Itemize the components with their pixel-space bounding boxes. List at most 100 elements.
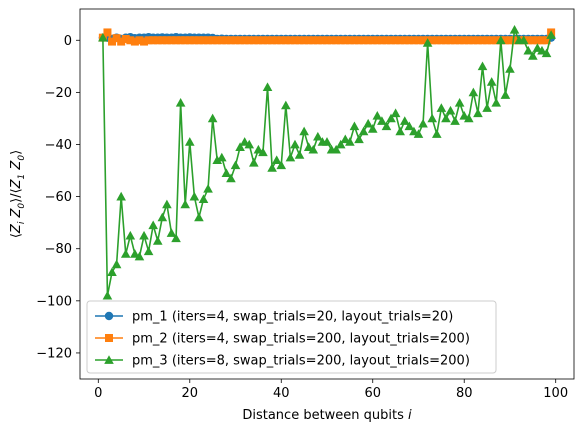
series-2-point	[377, 36, 386, 45]
series-2-point	[140, 37, 149, 46]
series-2-point	[167, 36, 176, 45]
legend-marker	[104, 311, 114, 321]
series-3-point	[454, 98, 465, 107]
x-tick-label: 0	[94, 386, 102, 401]
series-2-point	[295, 36, 304, 45]
series-2-point	[537, 36, 546, 45]
series-2-point	[158, 36, 167, 45]
series-2-point	[268, 36, 277, 45]
series-2-point	[327, 36, 336, 45]
series-3-point	[541, 48, 552, 58]
series-3-point	[436, 103, 447, 112]
series-3-point	[258, 147, 268, 157]
series-3-point	[427, 113, 438, 123]
series-2-point	[176, 36, 185, 45]
series-2-point	[286, 36, 295, 45]
series-2-point	[400, 36, 409, 45]
series-3-point	[418, 118, 428, 128]
series-2-point	[290, 36, 299, 45]
series-3-point	[276, 160, 287, 170]
series-3-point	[285, 152, 296, 162]
x-axis-title: Distance between qubits i	[242, 408, 412, 423]
series-3-point	[98, 32, 108, 42]
series-3-point	[262, 82, 273, 92]
series-2-point	[428, 36, 437, 45]
legend-entry-1: pm_1 (iters=4, swap_trials=20, layout_tr…	[95, 310, 453, 325]
series-3-point	[194, 212, 204, 222]
series-3-point	[212, 155, 223, 164]
series-2-point	[528, 36, 537, 45]
legend-label: pm_1 (iters=4, swap_trials=20, layout_tr…	[132, 310, 453, 325]
series-3-point	[399, 116, 410, 125]
series-2-point	[505, 36, 514, 45]
x-tick-label: 60	[364, 386, 381, 401]
series-3-point	[143, 246, 154, 256]
series-3-point	[491, 98, 502, 107]
series-2-point	[213, 36, 222, 45]
series-2-point	[144, 36, 153, 45]
x-tick-label: 20	[182, 386, 199, 401]
series-2-point	[345, 36, 354, 45]
series-3-point	[157, 212, 168, 222]
series-2-point	[236, 36, 245, 45]
series-2-point	[304, 36, 313, 45]
series-3-point	[107, 267, 117, 277]
series-3-point	[271, 155, 282, 164]
series-3-point	[477, 61, 488, 71]
series-3-point	[445, 105, 456, 115]
series-2-point	[162, 36, 171, 45]
y-tick-label: −60	[45, 190, 72, 205]
series-2-point	[391, 36, 400, 45]
series-3-point	[203, 183, 213, 193]
series-2-point	[487, 36, 496, 45]
series-3-point	[500, 90, 511, 99]
x-tick-label: 100	[543, 386, 568, 401]
series-2-point	[181, 36, 190, 45]
series-3	[98, 25, 556, 300]
series-2-point	[103, 28, 112, 37]
series-2-point	[245, 36, 254, 45]
y-tick-label: −40	[45, 138, 72, 153]
series-3-point	[308, 144, 319, 154]
series-3-point	[463, 113, 474, 123]
series-3-point	[523, 45, 534, 55]
series-3-point	[102, 290, 113, 300]
series-3-point	[139, 230, 149, 240]
series-2-point	[309, 36, 318, 45]
series-2-point	[469, 36, 478, 45]
series-3-point	[459, 111, 470, 120]
legend-label: pm_3 (iters=8, swap_trials=200, layout_t…	[132, 354, 470, 369]
series-3-point	[486, 77, 497, 86]
legend-entry-3: pm_3 (iters=8, swap_trials=200, layout_t…	[95, 354, 470, 369]
series-2-point	[254, 36, 263, 45]
series-2-point	[359, 36, 368, 45]
series-2-point	[510, 36, 519, 45]
series-3-point	[207, 113, 218, 123]
series-2-point	[419, 36, 428, 45]
series-3-point	[244, 139, 255, 149]
series-2-point	[194, 36, 203, 45]
series-3-point	[230, 160, 241, 170]
series-2-point	[414, 36, 423, 45]
series-3-point	[431, 129, 442, 138]
series-2-point	[222, 36, 231, 45]
series-2-point	[396, 36, 405, 45]
y-tick-label: 0	[64, 34, 72, 49]
series-3-point	[152, 236, 163, 245]
series-3-point	[171, 233, 181, 243]
legend-label: pm_2 (iters=4, swap_trials=200, layout_t…	[132, 332, 470, 347]
legend-entry-2: pm_2 (iters=4, swap_trials=200, layout_t…	[95, 332, 470, 347]
series-2-point	[204, 36, 213, 45]
series-2-point	[108, 37, 117, 46]
series-2-point	[387, 36, 396, 45]
series-3-point	[482, 103, 492, 112]
series-2-point	[455, 36, 464, 45]
series-3-point	[363, 118, 373, 128]
series-3-point	[299, 126, 309, 136]
series-3-point	[367, 124, 378, 133]
series-3-point	[111, 259, 122, 269]
series-2-point	[199, 36, 208, 45]
series-3-point	[345, 137, 355, 146]
series-3-point	[180, 199, 191, 209]
series-3-point	[468, 87, 479, 97]
